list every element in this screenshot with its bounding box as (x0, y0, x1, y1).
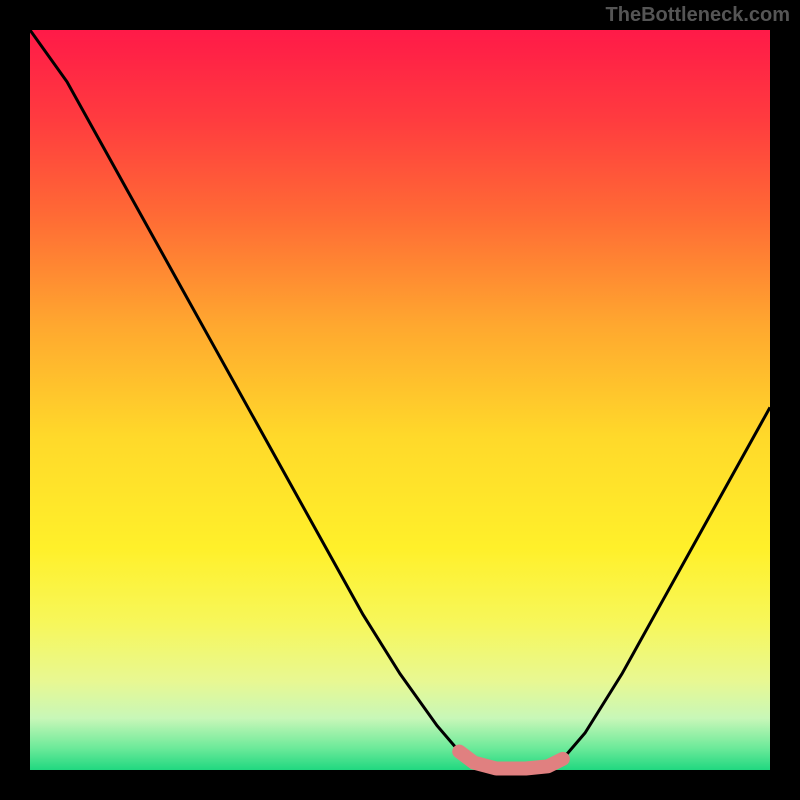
watermark-text: TheBottleneck.com (606, 4, 790, 27)
chart-svg (0, 0, 800, 800)
chart-background (30, 30, 770, 770)
bottleneck-chart: TheBottleneck.com (0, 0, 800, 800)
